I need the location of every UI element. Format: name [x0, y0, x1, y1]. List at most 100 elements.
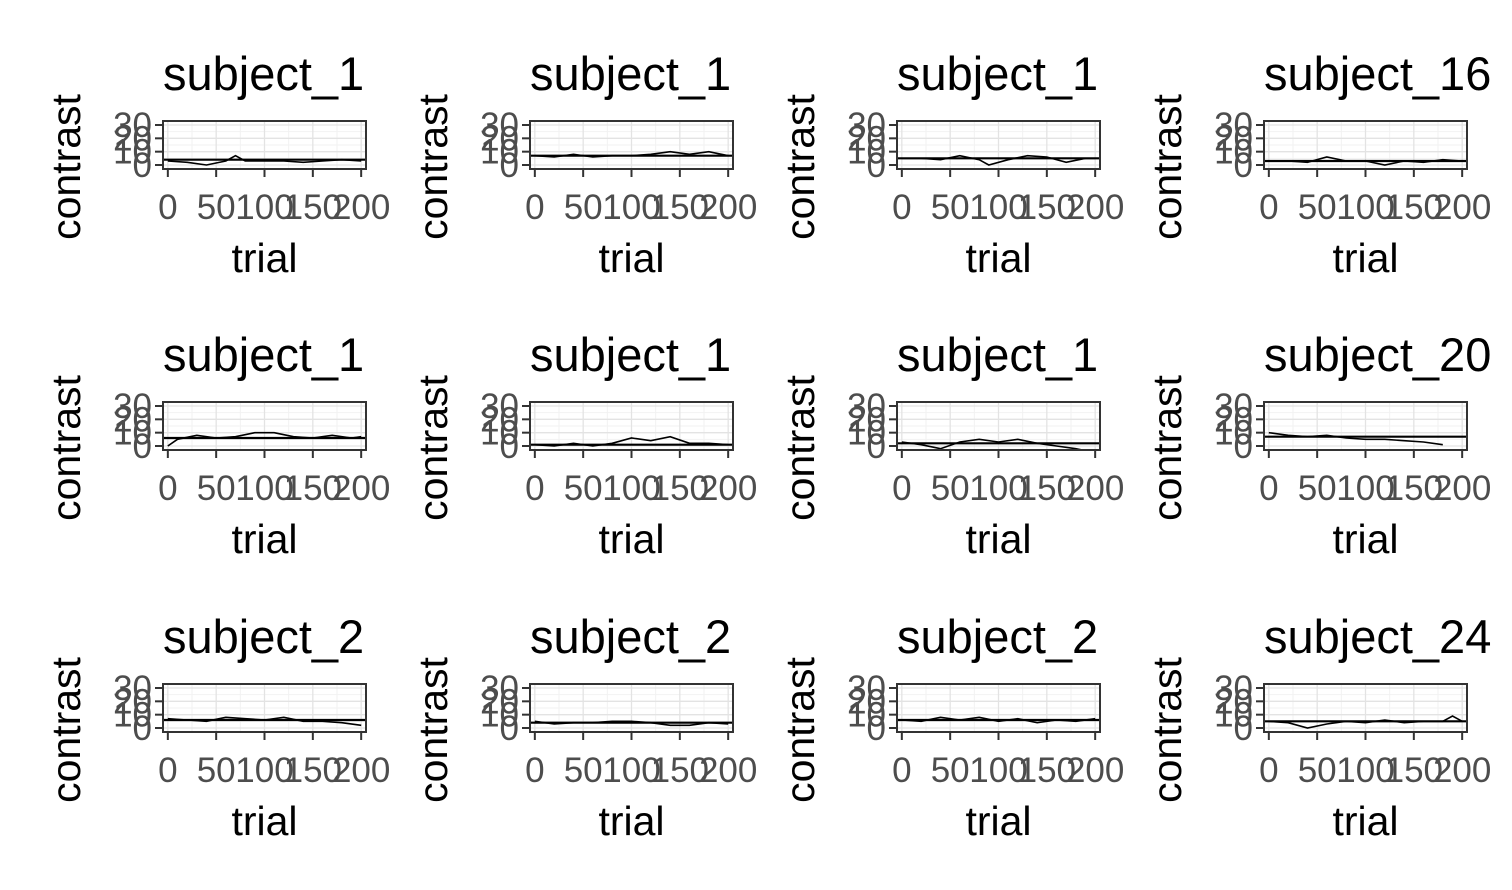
y-tick-label: 20 — [113, 400, 152, 439]
y-tick-label: 20 — [1214, 119, 1253, 158]
x-tick-label: 200 — [1433, 188, 1491, 227]
panel-title: subject_24 — [1264, 610, 1491, 663]
x-tick-label: 200 — [1066, 751, 1124, 790]
y-tick-label: 10 — [480, 133, 519, 172]
y-axis-title: contrast — [1144, 374, 1190, 520]
y-tick-label: 0 — [867, 709, 886, 748]
x-axis-title: trial — [1332, 798, 1398, 844]
y-axis-title: contrast — [410, 93, 456, 239]
x-tick-label: 150 — [1018, 188, 1076, 227]
y-tick-label: 0 — [500, 709, 519, 748]
x-axis-title: trial — [1332, 235, 1398, 281]
x-tick-label: 50 — [1298, 188, 1337, 227]
y-tick-label: 20 — [1214, 682, 1253, 721]
y-tick-label: 30 — [113, 669, 152, 708]
x-tick-label: 100 — [1336, 188, 1394, 227]
x-tick-label: 150 — [284, 188, 342, 227]
y-tick-label: 10 — [113, 696, 152, 735]
y-axis-title: contrast — [777, 374, 823, 520]
y-axis-title: contrast — [777, 93, 823, 239]
y-tick-label: 20 — [847, 119, 886, 158]
y-tick-label: 30 — [1214, 387, 1253, 426]
x-tick-label: 150 — [651, 188, 709, 227]
x-tick-label: 150 — [284, 751, 342, 790]
x-tick-label: 200 — [699, 751, 757, 790]
x-tick-label: 0 — [1259, 751, 1278, 790]
y-tick-label: 30 — [480, 387, 519, 426]
x-tick-label: 100 — [235, 469, 293, 508]
y-tick-label: 20 — [480, 682, 519, 721]
data-series-line — [1268, 431, 1443, 446]
x-axis-title: trial — [231, 235, 297, 281]
y-tick-label: 20 — [480, 400, 519, 439]
x-tick-label: 100 — [602, 751, 660, 790]
y-tick-label: 30 — [480, 106, 519, 145]
x-axis-title: trial — [1332, 516, 1398, 562]
x-tick-label: 100 — [235, 751, 293, 790]
x-tick-label: 150 — [1385, 188, 1443, 227]
y-tick-label: 10 — [847, 696, 886, 735]
x-tick-label: 0 — [525, 469, 544, 508]
y-axis-title: contrast — [43, 374, 89, 520]
panel-title: subject_2 — [530, 610, 731, 663]
x-tick-label: 50 — [931, 188, 970, 227]
x-tick-label: 100 — [235, 188, 293, 227]
x-axis-title: trial — [231, 516, 297, 562]
x-tick-label: 50 — [197, 751, 236, 790]
y-tick-label: 10 — [480, 696, 519, 735]
data-series-line — [901, 438, 1087, 450]
x-axis-title: trial — [965, 516, 1031, 562]
y-tick-label: 0 — [867, 146, 886, 185]
y-tick-label: 30 — [1214, 669, 1253, 708]
x-tick-label: 200 — [1066, 469, 1124, 508]
x-tick-label: 0 — [158, 751, 177, 790]
y-tick-label: 20 — [113, 682, 152, 721]
x-tick-label: 150 — [651, 751, 709, 790]
x-tick-label: 200 — [699, 469, 757, 508]
y-tick-label: 10 — [1214, 696, 1253, 735]
x-tick-label: 150 — [1385, 751, 1443, 790]
x-tick-label: 150 — [651, 469, 709, 508]
x-tick-label: 200 — [1433, 469, 1491, 508]
y-tick-label: 20 — [480, 119, 519, 158]
x-tick-label: 0 — [892, 469, 911, 508]
y-tick-label: 0 — [133, 146, 152, 185]
x-tick-label: 100 — [969, 751, 1027, 790]
x-axis-title: trial — [598, 798, 664, 844]
x-tick-label: 200 — [699, 188, 757, 227]
y-tick-label: 10 — [1214, 414, 1253, 453]
x-tick-label: 50 — [1298, 469, 1337, 508]
x-tick-label: 200 — [332, 751, 390, 790]
x-tick-label: 0 — [525, 188, 544, 227]
y-tick-label: 30 — [480, 669, 519, 708]
data-series-line — [167, 431, 362, 447]
x-tick-label: 100 — [1336, 469, 1394, 508]
panel-title: subject_1 — [163, 328, 364, 381]
x-tick-label: 100 — [969, 469, 1027, 508]
x-axis-title: trial — [231, 798, 297, 844]
x-tick-label: 200 — [332, 188, 390, 227]
x-tick-label: 100 — [969, 188, 1027, 227]
x-tick-label: 50 — [197, 188, 236, 227]
x-tick-label: 50 — [931, 469, 970, 508]
y-tick-label: 10 — [847, 133, 886, 172]
y-tick-label: 30 — [1214, 106, 1253, 145]
y-tick-label: 10 — [113, 414, 152, 453]
x-axis-title: trial — [598, 235, 664, 281]
y-tick-label: 20 — [847, 682, 886, 721]
y-tick-label: 10 — [847, 414, 886, 453]
x-tick-label: 50 — [931, 751, 970, 790]
x-tick-label: 150 — [1018, 751, 1076, 790]
panel-title: subject_1 — [530, 47, 731, 100]
